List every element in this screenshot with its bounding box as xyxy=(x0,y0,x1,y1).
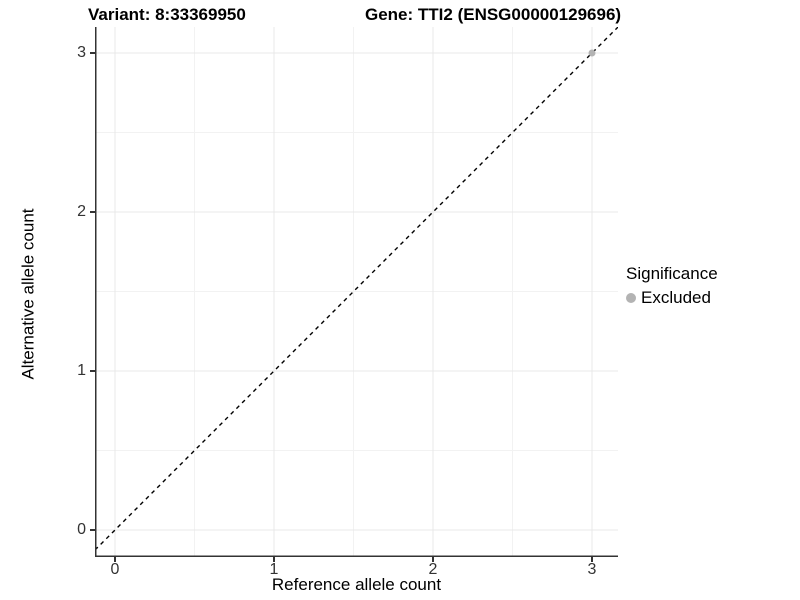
x-tick-mark xyxy=(114,557,116,562)
y-tick-mark xyxy=(90,370,95,372)
data-point xyxy=(588,49,596,57)
legend-item-excluded: Excluded xyxy=(626,288,718,308)
x-axis-title: Reference allele count xyxy=(271,575,442,594)
y-axis-title: Alternative allele count xyxy=(18,208,38,380)
y-tick-label: 1 xyxy=(77,362,86,379)
variant-title: Variant: 8:33369950 xyxy=(88,5,246,24)
y-tick-mark xyxy=(90,52,95,54)
plot-panel xyxy=(95,27,618,557)
x-tick-label: 1 xyxy=(269,561,279,578)
legend: Significance Excluded xyxy=(626,264,718,308)
x-tick-mark xyxy=(432,557,434,562)
y-tick-mark xyxy=(90,529,95,531)
y-tick-label: 3 xyxy=(77,44,86,61)
legend-item-label: Excluded xyxy=(641,288,711,307)
x-tick-label: 0 xyxy=(110,561,120,578)
x-tick-mark xyxy=(591,557,593,562)
y-tick-label: 0 xyxy=(77,521,86,538)
x-tick-mark xyxy=(273,557,275,562)
x-tick-label: 2 xyxy=(428,561,438,578)
gene-title: Gene: TTI2 (ENSG00000129696) xyxy=(365,5,622,24)
excluded-point-icon xyxy=(626,293,636,303)
x-tick-label: 3 xyxy=(587,561,597,578)
y-tick-mark xyxy=(90,211,95,213)
plot-canvas xyxy=(95,27,618,557)
y-tick-label: 2 xyxy=(77,203,86,220)
legend-title: Significance xyxy=(626,264,718,283)
identity-line xyxy=(95,27,618,551)
